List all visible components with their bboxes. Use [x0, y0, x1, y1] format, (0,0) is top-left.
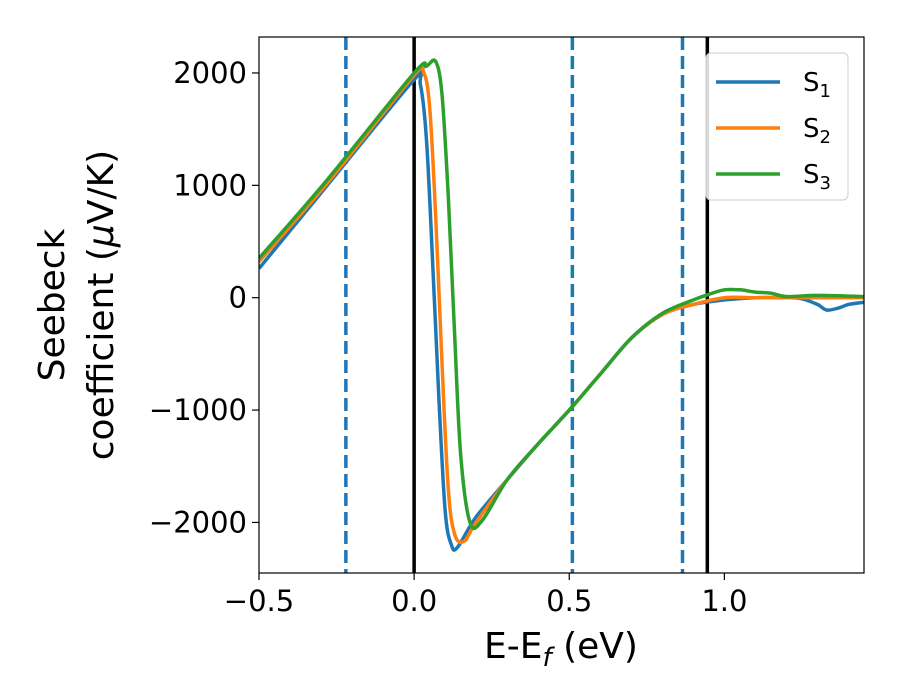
y-tick-label: 2000: [173, 56, 247, 90]
x-axis-title: E-Ef (eV): [484, 626, 638, 673]
x-tick-label: 0.5: [546, 584, 592, 618]
y-tick-label: −2000: [149, 505, 247, 539]
series-line-s2: [259, 62, 864, 545]
y-tick-label: 0: [229, 281, 247, 315]
x-axis-title-main: E-E: [484, 626, 542, 667]
series-line-s3: [259, 58, 864, 531]
legend: S1 S2 S3: [705, 52, 849, 201]
series-layer: [259, 58, 864, 552]
y-axis-title-line2: coefficient (μV/K): [81, 150, 122, 460]
legend-label-s2: S2: [803, 114, 831, 148]
y-axis-title-mu: μ: [81, 224, 122, 248]
vline-layer: [344, 37, 710, 573]
x-axis: −0.5 0.0 0.5 1.0: [224, 573, 747, 618]
plot-frame: [258, 36, 865, 574]
y-axis: −2000 −1000 0 1000 2000: [149, 56, 259, 539]
y-axis-title-line2-post: V/K): [81, 150, 122, 224]
y-tick-label: 1000: [173, 168, 247, 202]
x-axis-title-unit: (eV): [552, 626, 638, 667]
x-tick-label: 0.0: [391, 584, 437, 618]
y-axis-title-line2-pre: coefficient (: [81, 247, 122, 460]
legend-label-s3: S3: [803, 160, 831, 194]
x-tick-label: −0.5: [224, 584, 294, 618]
y-axis-title-line1: Seebeck: [32, 228, 73, 381]
y-axis-title: Seebeck coefficient (μV/K): [32, 150, 122, 460]
y-tick-label: −1000: [149, 393, 247, 427]
legend-label-s1: S1: [803, 68, 831, 102]
x-tick-label: 1.0: [701, 584, 747, 618]
